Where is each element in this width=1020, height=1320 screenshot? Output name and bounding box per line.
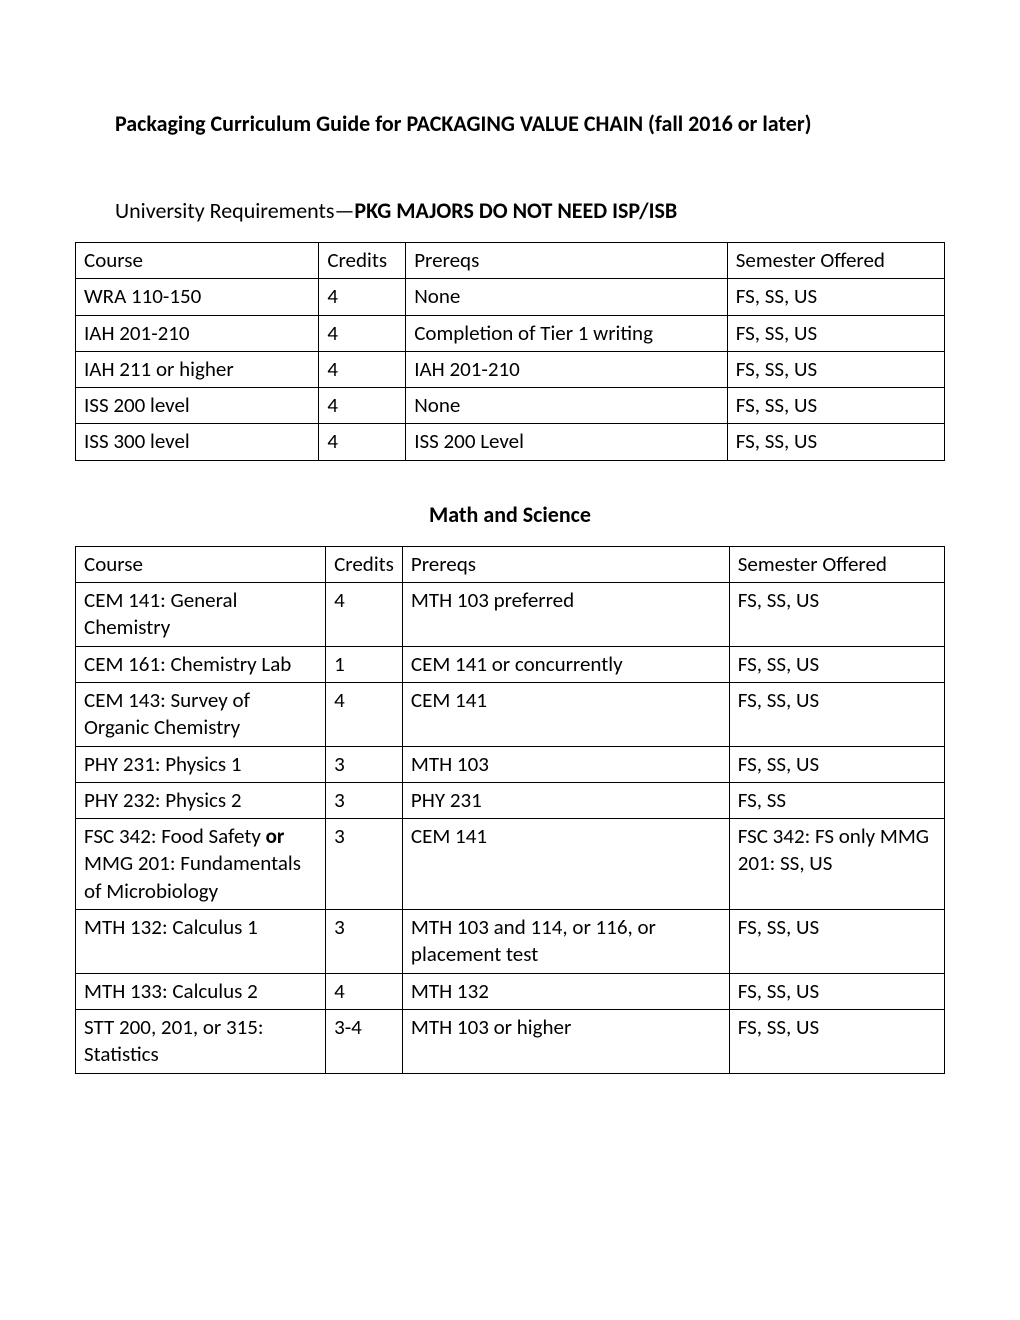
table-cell: ISS 200 Level [406,424,728,460]
table-cell: STT 200, 201, or 315: Statistics [76,1009,326,1073]
table-cell: 4 [326,973,403,1009]
table-cell: ISS 200 level [76,388,319,424]
table-row: PHY 231: Physics 13MTH 103FS, SS, US [76,746,945,782]
math-science-table: CourseCreditsPrereqsSemester OfferedCEM … [75,546,945,1074]
table-cell: FS, SS, US [727,424,944,460]
table-cell: FS, SS, US [729,1009,944,1073]
table-cell: FS, SS, US [729,973,944,1009]
table-cell: FSC 342: Food Safety or MMG 201: Fundame… [76,819,326,910]
table-cell: 4 [319,388,406,424]
table-cell: MTH 103 or higher [402,1009,729,1073]
table-cell: PHY 231 [402,782,729,818]
table-cell: CEM 161: Chemistry Lab [76,646,326,682]
table-cell: ISS 300 level [76,424,319,460]
table-cell: CEM 141: General Chemistry [76,583,326,647]
table-header-cell: Prereqs [402,546,729,582]
table-cell: 1 [326,646,403,682]
table-header-cell: Prereqs [406,243,728,279]
table-row: IAH 201-2104Completion of Tier 1 writing… [76,315,945,351]
table-header-cell: Course [76,546,326,582]
table-header-cell: Credits [319,243,406,279]
table-cell: CEM 143: Survey of Organic Chemistry [76,682,326,746]
table-cell: IAH 211 or higher [76,351,319,387]
table-row: ISS 200 level4NoneFS, SS, US [76,388,945,424]
table-cell: IAH 201-210 [76,315,319,351]
table-cell: CEM 141 [402,819,729,910]
table-cell: WRA 110-150 [76,279,319,315]
table-header-cell: Semester Offered [727,243,944,279]
table-cell: 4 [319,424,406,460]
table-cell: None [406,388,728,424]
table-row: CEM 143: Survey of Organic Chemistry4CEM… [76,682,945,746]
section1-heading: University Requirements—PKG MAJORS DO NO… [115,197,945,224]
section2-heading: Math and Science [75,501,945,528]
table-cell: FS, SS, US [727,351,944,387]
table-cell: 4 [326,682,403,746]
table-header-row: CourseCreditsPrereqsSemester Offered [76,243,945,279]
table-header-cell: Credits [326,546,403,582]
table-cell: MTH 103 preferred [402,583,729,647]
table-cell: FS, SS, US [729,583,944,647]
page-title: Packaging Curriculum Guide for PACKAGING… [115,110,945,137]
table-cell: FS, SS, US [727,388,944,424]
table-cell: MTH 103 [402,746,729,782]
table-cell: 3-4 [326,1009,403,1073]
table-cell: FS, SS, US [729,682,944,746]
table-cell: FSC 342: FS only MMG 201: SS, US [729,819,944,910]
table-row: ISS 300 level4ISS 200 LevelFS, SS, US [76,424,945,460]
table-cell: IAH 201-210 [406,351,728,387]
table-cell: FS, SS [729,782,944,818]
table-cell: FS, SS, US [727,279,944,315]
table-row: CEM 161: Chemistry Lab1CEM 141 or concur… [76,646,945,682]
university-requirements-table: CourseCreditsPrereqsSemester OfferedWRA … [75,242,945,461]
table-row: FSC 342: Food Safety or MMG 201: Fundame… [76,819,945,910]
table-header-cell: Semester Offered [729,546,944,582]
table-row: CEM 141: General Chemistry4MTH 103 prefe… [76,583,945,647]
table-cell: Completion of Tier 1 writing [406,315,728,351]
table-cell: PHY 232: Physics 2 [76,782,326,818]
table-cell: FS, SS, US [729,910,944,974]
table-cell: MTH 103 and 114, or 116, or placement te… [402,910,729,974]
table-cell: CEM 141 or concurrently [402,646,729,682]
table-header-cell: Course [76,243,319,279]
table-cell: 4 [319,279,406,315]
table-cell: FS, SS, US [729,746,944,782]
section1-heading-bold: PKG MAJORS DO NOT NEED ISP/ISB [354,197,677,224]
table-cell: FS, SS, US [729,646,944,682]
table-row: PHY 232: Physics 23PHY 231FS, SS [76,782,945,818]
table-cell: 4 [326,583,403,647]
table-row: MTH 132: Calculus 13MTH 103 and 114, or … [76,910,945,974]
table-cell: None [406,279,728,315]
section1-heading-normal: University Requirements— [115,197,354,224]
table-cell: MTH 133: Calculus 2 [76,973,326,1009]
table-cell: PHY 231: Physics 1 [76,746,326,782]
table-row: IAH 211 or higher4IAH 201-210FS, SS, US [76,351,945,387]
table-cell: 3 [326,782,403,818]
table-cell: 3 [326,746,403,782]
table-cell: 3 [326,910,403,974]
table-cell: 3 [326,819,403,910]
table-cell: CEM 141 [402,682,729,746]
table-row: WRA 110-1504NoneFS, SS, US [76,279,945,315]
table-cell: MTH 132: Calculus 1 [76,910,326,974]
table-row: MTH 133: Calculus 24MTH 132FS, SS, US [76,973,945,1009]
table-cell: 4 [319,351,406,387]
table-cell: 4 [319,315,406,351]
table-header-row: CourseCreditsPrereqsSemester Offered [76,546,945,582]
table-cell: FS, SS, US [727,315,944,351]
table-row: STT 200, 201, or 315: Statistics3-4MTH 1… [76,1009,945,1073]
table-cell: MTH 132 [402,973,729,1009]
